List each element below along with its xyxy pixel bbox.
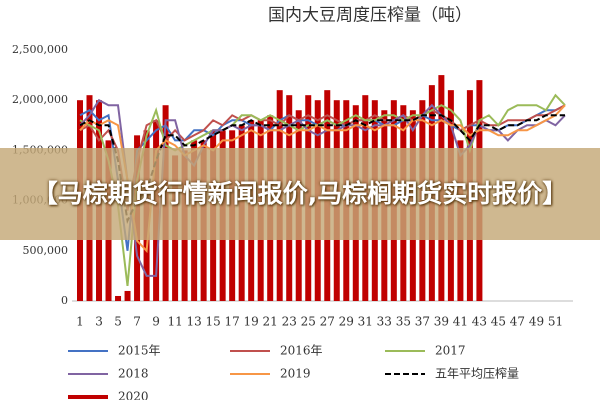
x-tick-label: 17 — [225, 315, 240, 329]
x-tick-label: 27 — [320, 315, 335, 329]
legend-label: 五年平均压榨量 — [435, 366, 519, 381]
x-tick-label: 37 — [415, 315, 430, 329]
x-tick-label: 5 — [114, 315, 122, 329]
x-tick-label: 15 — [205, 315, 220, 329]
x-tick-label: 49 — [529, 315, 544, 329]
x-tick-label: 29 — [339, 315, 354, 329]
legend-label: 2017 — [435, 344, 466, 358]
banner-text: 【马棕期货行情新闻报价,马棕榈期货实时报价】 — [32, 179, 568, 208]
x-tick-label: 3 — [95, 315, 103, 329]
x-tick-label: 31 — [358, 315, 373, 329]
x-tick-label: 19 — [244, 315, 259, 329]
x-tick-label: 1 — [76, 315, 84, 329]
y-tick-label: 0 — [61, 294, 68, 307]
x-tick-label: 35 — [396, 315, 411, 329]
y-tick-label: 500,000 — [23, 244, 69, 257]
legend-label: 2018 — [118, 367, 149, 381]
y-tick-label: 2,500,000 — [12, 43, 68, 56]
legend-label: 2020 — [118, 390, 149, 400]
chart-title: 国内大豆周度压榨量（吨） — [268, 6, 472, 26]
legend-label: 2016年 — [280, 344, 323, 358]
x-tick-label: 47 — [510, 315, 525, 329]
x-tick-label: 9 — [152, 315, 160, 329]
line — [79, 93, 566, 287]
x-tick-label: 41 — [453, 315, 468, 329]
x-tick-label: 7 — [133, 315, 141, 329]
x-tick-label: 33 — [377, 315, 392, 329]
x-tick-label: 51 — [548, 315, 563, 329]
x-tick-label: 43 — [472, 315, 487, 329]
x-tick-label: 25 — [301, 315, 316, 329]
x-tick-label: 13 — [186, 315, 201, 329]
y-tick-label: 2,000,000 — [12, 93, 68, 106]
x-tick-label: 23 — [282, 315, 297, 329]
x-tick-label: 21 — [263, 315, 278, 329]
x-tick-label: 39 — [434, 315, 449, 329]
line — [79, 114, 565, 225]
legend-label: 2019 — [280, 367, 311, 381]
x-tick-label: 11 — [167, 315, 182, 329]
bar — [124, 290, 131, 301]
bar — [115, 295, 122, 301]
x-tick-label: 45 — [491, 315, 506, 329]
banner: 【马棕期货行情新闻报价,马棕榈期货实时报价】 — [0, 148, 600, 240]
legend-label: 2015年 — [118, 344, 161, 358]
